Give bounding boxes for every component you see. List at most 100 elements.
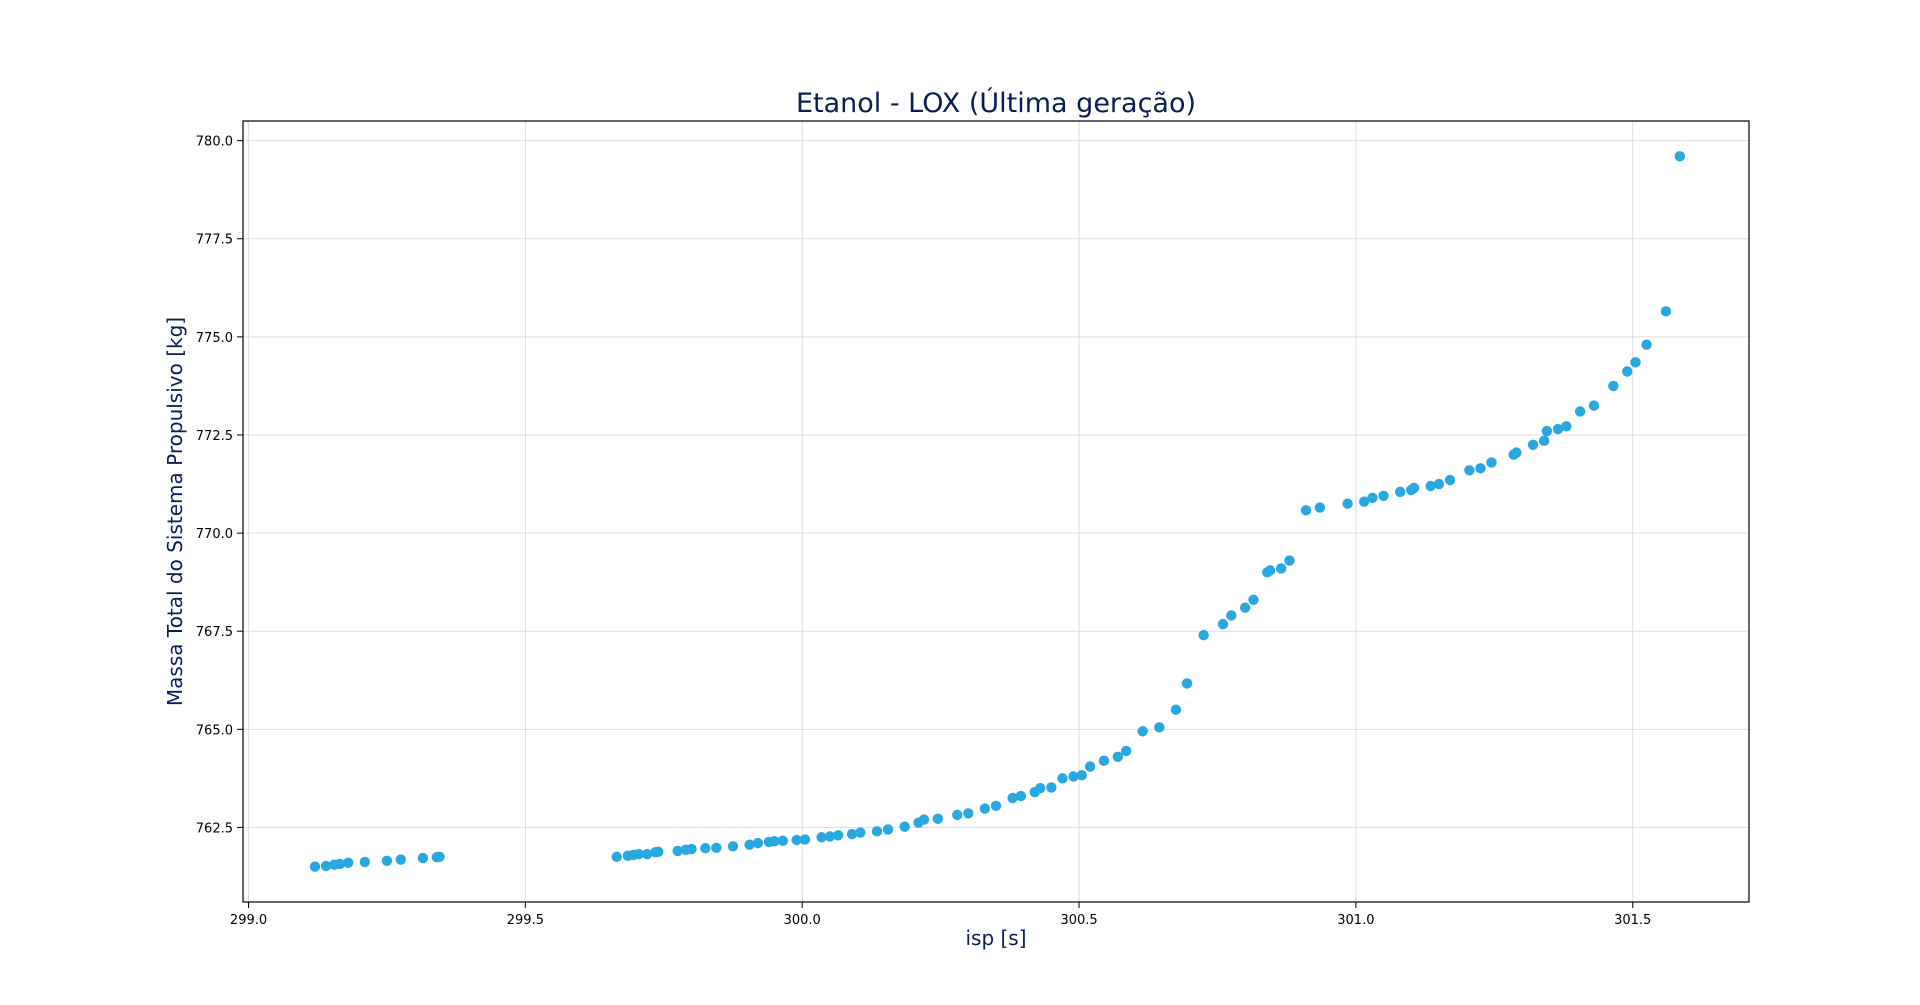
data-point <box>1057 773 1068 784</box>
y-axis-label: Massa Total do Sistema Propulsivo [kg] <box>163 317 187 706</box>
data-point <box>309 861 321 872</box>
data-point <box>1300 505 1312 516</box>
data-point <box>1444 474 1456 486</box>
data-point <box>417 852 429 864</box>
data-point <box>1342 498 1353 509</box>
data-point <box>1588 400 1600 411</box>
data-point <box>963 808 974 819</box>
data-point <box>1217 618 1229 630</box>
data-point <box>1314 502 1326 513</box>
data-point <box>1641 339 1652 350</box>
y-tick-label: 772.5 <box>196 429 233 444</box>
data-point <box>1367 492 1378 503</box>
data-point <box>1154 722 1165 733</box>
data-point <box>1084 761 1096 772</box>
data-point <box>1621 366 1633 377</box>
data-point <box>899 821 910 832</box>
data-point <box>1264 565 1276 576</box>
data-point <box>1275 563 1287 574</box>
data-point <box>633 848 645 860</box>
data-point <box>1170 704 1182 715</box>
data-point <box>1198 629 1209 641</box>
data-point <box>320 860 332 872</box>
data-point <box>1284 555 1295 566</box>
data-point <box>1541 425 1553 437</box>
data-point <box>381 855 393 866</box>
data-point <box>359 856 371 868</box>
axis-ticks: 299.0 299.5 300.0 300.5 301.0 301.5 762.5 765.0… <box>196 135 1652 928</box>
data-point <box>1394 486 1406 498</box>
data-point <box>342 857 354 868</box>
y-tick-label: 777.5 <box>196 233 233 248</box>
data-point <box>727 841 739 852</box>
data-point <box>686 843 697 855</box>
data-point <box>871 826 883 837</box>
data-point <box>641 848 653 860</box>
data-point <box>791 834 802 846</box>
data-point <box>653 846 664 857</box>
x-tick-label: 300.5 <box>1060 913 1097 928</box>
data-point <box>1527 439 1539 450</box>
x-tick-label: 301.0 <box>1337 913 1374 928</box>
data-point <box>990 800 1002 812</box>
data-point <box>1007 792 1018 804</box>
data-point <box>1660 306 1672 317</box>
data-point <box>1239 602 1251 613</box>
data-point <box>1464 465 1475 476</box>
data-point <box>855 827 866 838</box>
y-tick-label: 767.5 <box>196 625 233 640</box>
y-tick-label: 775.0 <box>196 331 233 346</box>
y-tick-label: 765.0 <box>196 723 233 738</box>
data-point <box>816 832 827 843</box>
y-tick-label: 770.0 <box>196 527 233 542</box>
data-point <box>769 835 780 847</box>
data-point <box>1674 151 1685 162</box>
data-point <box>752 837 764 849</box>
data-point <box>799 834 811 845</box>
data-point <box>1561 421 1572 432</box>
data-point <box>1068 771 1079 782</box>
x-tick-label: 299.0 <box>230 913 267 928</box>
data-point <box>1630 357 1641 368</box>
chart-title: Etanol - LOX (Última geração) <box>796 87 1196 119</box>
data-point <box>1181 678 1193 689</box>
data-point <box>824 831 836 842</box>
plot-frame <box>242 120 1750 903</box>
data-point <box>1433 478 1445 490</box>
data-point <box>611 851 622 863</box>
data-point <box>846 828 858 840</box>
data-point <box>1378 490 1389 502</box>
data-point <box>1608 380 1619 392</box>
data-point <box>1076 770 1088 781</box>
data-points <box>309 151 1685 872</box>
data-point <box>979 803 991 814</box>
x-tick-label: 300.0 <box>784 913 821 928</box>
data-point <box>1015 790 1027 802</box>
data-point <box>1511 447 1522 458</box>
y-tick-label: 762.5 <box>196 821 233 836</box>
data-point <box>711 842 722 854</box>
data-point <box>952 809 963 821</box>
data-point <box>918 814 930 825</box>
x-axis-label: isp [s] <box>965 926 1026 950</box>
data-point <box>882 824 894 835</box>
data-point <box>1408 482 1420 494</box>
data-point <box>434 851 445 863</box>
data-point <box>672 845 683 857</box>
data-point <box>334 858 346 870</box>
x-tick-label: 299.5 <box>507 913 544 928</box>
data-point <box>1248 594 1259 606</box>
y-tick-label: 780.0 <box>196 135 233 150</box>
data-point <box>1046 782 1057 793</box>
data-point <box>1574 406 1586 417</box>
data-point <box>1226 610 1237 621</box>
data-point <box>777 835 789 846</box>
data-point <box>1098 755 1110 766</box>
data-point <box>1120 745 1132 757</box>
data-point <box>1552 423 1564 435</box>
x-tick-label: 301.5 <box>1614 913 1651 928</box>
data-point <box>1486 457 1497 468</box>
data-point <box>744 839 755 850</box>
data-point <box>1112 751 1124 762</box>
